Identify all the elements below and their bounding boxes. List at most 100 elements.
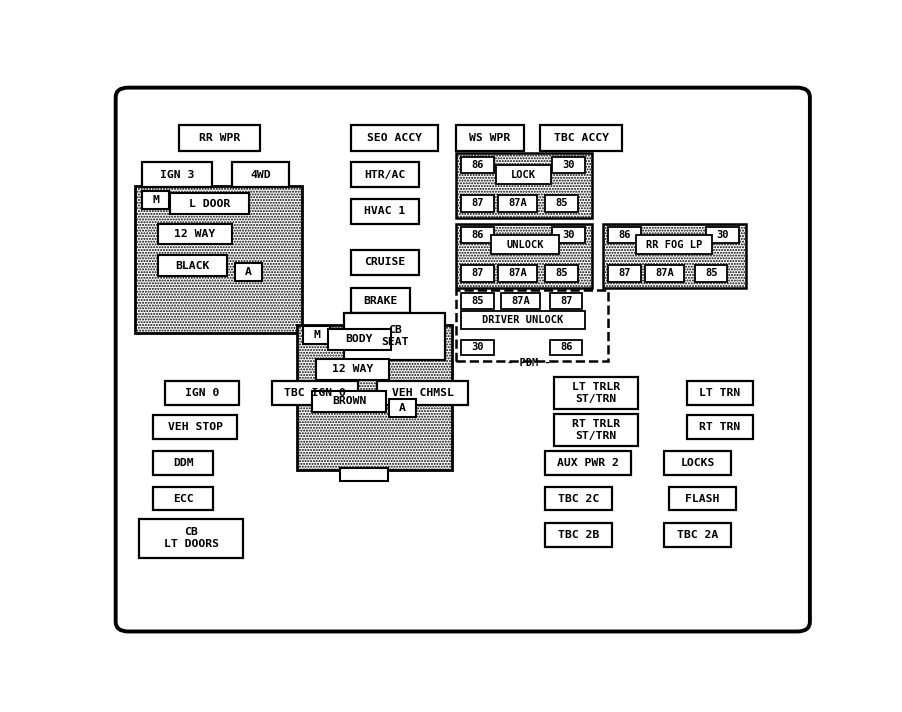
Text: - PDM -: - PDM - <box>507 358 550 368</box>
Text: CB
SEAT: CB SEAT <box>381 325 408 347</box>
Bar <box>456 153 592 218</box>
Text: RT TRN: RT TRN <box>698 422 740 432</box>
Bar <box>545 451 630 475</box>
Bar <box>179 125 260 151</box>
Bar <box>461 157 493 173</box>
Bar <box>549 340 582 355</box>
Text: 86: 86 <box>618 230 630 240</box>
Bar <box>456 224 592 288</box>
Text: VEH CHMSL: VEH CHMSL <box>391 388 454 398</box>
Text: LOCK: LOCK <box>511 169 536 179</box>
Text: 86: 86 <box>471 160 483 170</box>
FancyBboxPatch shape <box>115 88 809 632</box>
Bar <box>461 195 493 211</box>
Bar <box>553 377 637 409</box>
Bar <box>664 451 730 475</box>
Text: CB
LT DOORS: CB LT DOORS <box>163 528 218 549</box>
Text: 12 WAY: 12 WAY <box>332 365 373 375</box>
Text: 30: 30 <box>715 230 728 240</box>
Bar <box>539 125 621 151</box>
Bar <box>153 416 237 439</box>
Bar <box>545 487 612 511</box>
Text: 87A: 87A <box>508 199 526 209</box>
Text: RR FOG LP: RR FOG LP <box>645 240 702 250</box>
Bar <box>153 451 213 475</box>
Text: DRIVER UNLOCK: DRIVER UNLOCK <box>482 315 563 325</box>
Text: 87: 87 <box>559 296 572 306</box>
Text: IGN 0: IGN 0 <box>185 388 219 398</box>
Text: TBC IGN 0: TBC IGN 0 <box>284 388 345 398</box>
Text: 87: 87 <box>471 268 483 278</box>
Bar <box>170 194 248 214</box>
Bar <box>636 235 711 254</box>
Text: TBC ACCY: TBC ACCY <box>553 133 608 143</box>
Bar <box>235 263 262 281</box>
Text: UNLOCK: UNLOCK <box>506 240 543 250</box>
Text: FLASH: FLASH <box>685 493 719 503</box>
Bar <box>705 227 738 244</box>
Bar <box>552 227 584 244</box>
Bar <box>312 391 385 412</box>
Bar <box>664 523 730 547</box>
Bar <box>351 250 419 275</box>
Text: 86: 86 <box>471 230 483 240</box>
Text: 85: 85 <box>555 268 567 278</box>
Bar <box>351 162 419 187</box>
Text: 85: 85 <box>704 268 717 278</box>
Bar <box>139 518 243 558</box>
Text: 87A: 87A <box>508 268 526 278</box>
Bar <box>491 235 558 254</box>
Text: AUX PWR 2: AUX PWR 2 <box>557 458 618 468</box>
Text: 4WD: 4WD <box>250 169 271 179</box>
Text: DDM: DDM <box>172 458 193 468</box>
Bar <box>644 266 683 282</box>
Text: 30: 30 <box>562 160 574 170</box>
Bar <box>316 359 389 379</box>
Bar <box>135 187 301 333</box>
Bar <box>351 288 410 313</box>
Bar <box>456 125 524 151</box>
Text: WS WPR: WS WPR <box>469 133 511 143</box>
Bar <box>461 293 493 308</box>
Text: LOCKS: LOCKS <box>679 458 714 468</box>
Text: ECC: ECC <box>172 493 193 503</box>
Bar <box>327 329 391 350</box>
Bar <box>460 311 584 330</box>
Bar <box>461 266 493 282</box>
Bar <box>549 293 582 308</box>
Text: CRUISE: CRUISE <box>364 257 405 267</box>
Bar <box>497 195 537 211</box>
Bar <box>143 191 169 209</box>
Bar <box>303 326 329 344</box>
Bar <box>340 468 388 481</box>
Text: 85: 85 <box>555 199 567 209</box>
Bar <box>297 325 452 471</box>
Text: BLACK: BLACK <box>175 261 209 271</box>
Bar <box>553 414 637 446</box>
Bar <box>456 290 608 361</box>
Text: IGN 3: IGN 3 <box>160 169 194 179</box>
Bar <box>461 227 493 244</box>
Text: LT TRN: LT TRN <box>698 388 740 398</box>
Bar <box>351 125 437 151</box>
Text: BODY: BODY <box>345 334 373 345</box>
Text: 30: 30 <box>562 230 574 240</box>
Bar <box>686 381 752 404</box>
Bar <box>608 266 640 282</box>
Text: A: A <box>245 267 252 277</box>
Text: TBC 2A: TBC 2A <box>676 530 717 540</box>
Text: 85: 85 <box>471 296 483 306</box>
Text: VEH STOP: VEH STOP <box>168 422 223 432</box>
Text: BRAKE: BRAKE <box>363 295 397 305</box>
Bar <box>232 162 289 187</box>
Bar <box>153 487 213 511</box>
Bar <box>351 199 419 224</box>
Bar <box>545 195 577 211</box>
Bar <box>686 416 752 439</box>
Bar <box>377 381 468 404</box>
Bar <box>158 224 232 244</box>
Text: RR WPR: RR WPR <box>198 133 240 143</box>
Bar <box>461 340 493 355</box>
Text: 87: 87 <box>618 268 630 278</box>
Bar <box>165 381 238 404</box>
